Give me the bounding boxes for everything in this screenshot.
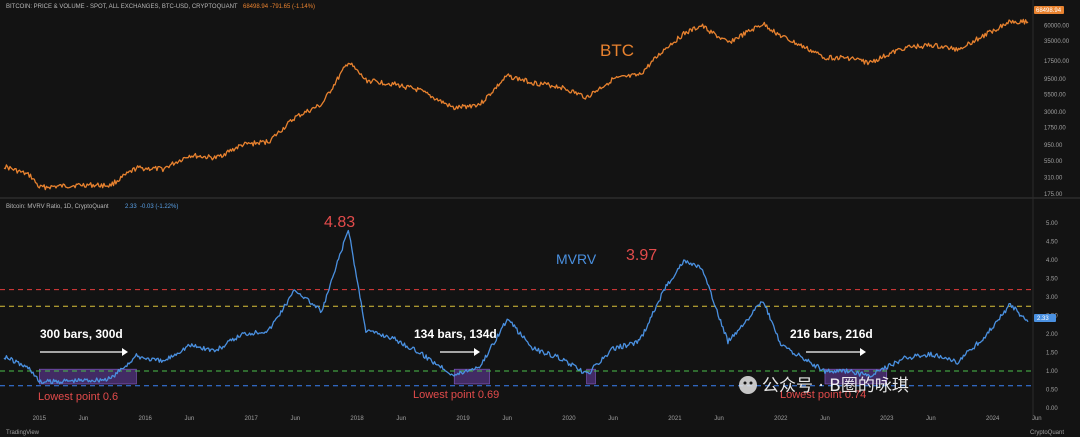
x-tick-label: 2015: [33, 416, 47, 422]
mvrv-header-value: 2.33: [125, 204, 137, 210]
annotation-bars-2022: 216 bars, 216d: [790, 327, 873, 341]
mvrv-tick-label: 0.00: [1046, 406, 1058, 412]
price-last-badge-bg: [1034, 6, 1064, 14]
price-tick-label: 9500.00: [1044, 77, 1066, 83]
x-tick-label: Jun: [185, 416, 195, 422]
price-tick-label: 5500.00: [1044, 93, 1066, 99]
x-tick-label: 2019: [456, 416, 470, 422]
price-tick-label: 17500.00: [1044, 59, 1070, 65]
mvrv-levels: [0, 289, 1033, 387]
price-last-badge: 68498.94: [1036, 8, 1062, 14]
x-tick-label: Jun: [926, 416, 936, 422]
annotation-mvrv-label: MVRV: [556, 251, 597, 267]
watermark-text: 公众号 · B圈的咏琪: [762, 376, 909, 396]
price-tick-label: 1750.00: [1044, 126, 1066, 132]
price-tick-label: 3000.00: [1044, 110, 1066, 116]
arrow-head-2019: [474, 348, 480, 356]
price-axis-ticks: 60000.00 35000.00 17500.00 9500.00 5500.00 30…: [1044, 24, 1070, 198]
price-header-title: BITCOIN: PRICE & VOLUME - SPOT, ALL EXCH…: [6, 4, 238, 10]
arrow-head-2015: [122, 348, 128, 356]
mvrv-header: Bitcoin: MVRV Ratio, 1D, CryptoQuant 2.3…: [6, 204, 178, 210]
annotation-low-2019: Lowest point 0.69: [413, 389, 499, 401]
x-tick-label: Jun: [290, 416, 300, 422]
mvrv-header-change: -0.03 (-1.22%): [140, 204, 178, 210]
mvrv-tick-label: 5.00: [1046, 221, 1058, 227]
mvrv-last-badge: 2.33: [1037, 316, 1049, 322]
price-tick-label: 35000.00: [1044, 39, 1070, 45]
mvrv-ratio-line: [3, 229, 1029, 385]
mvrv-tick-label: 3.00: [1046, 295, 1058, 301]
mvrv-header-title: Bitcoin: MVRV Ratio, 1D, CryptoQuant: [6, 204, 109, 210]
x-tick-label: Jun: [608, 416, 618, 422]
x-tick-label: 2021: [668, 416, 682, 422]
mvrv-last-badge-bg: [1034, 314, 1056, 322]
price-header: BITCOIN: PRICE & VOLUME - SPOT, ALL EXCH…: [6, 4, 315, 10]
x-tick-label: Jun: [820, 416, 830, 422]
price-tick-label: 550.00: [1044, 159, 1063, 165]
x-tick-label: 2016: [139, 416, 153, 422]
x-tick-label: Jun: [79, 416, 89, 422]
mvrv-tick-label: 0.50: [1046, 388, 1058, 394]
x-tick-label: 2022: [774, 416, 788, 422]
capitulation-zone-2: [586, 368, 596, 385]
x-tick-label: 2020: [562, 416, 576, 422]
capitulation-zone-3: [824, 368, 888, 385]
mvrv-tick-label: 1.50: [1046, 351, 1058, 357]
price-tick-label: 310.00: [1044, 176, 1063, 182]
annotation-peak-2021: 3.97: [626, 247, 657, 264]
watermark: 公众号 · B圈的咏琪: [739, 376, 909, 396]
wechat-icon: [739, 376, 757, 394]
mvrv-tick-label: 4.00: [1046, 258, 1058, 264]
price-tick-label: 175.00: [1044, 192, 1063, 198]
mvrv-tick-label: 2.00: [1046, 332, 1058, 338]
x-tick-label: Jun: [1032, 416, 1042, 422]
annotation-btc-label: BTC: [600, 41, 634, 60]
x-tick-label: Jun: [714, 416, 724, 422]
annotation-bars-2015: 300 bars, 300d: [40, 327, 123, 341]
x-tick-label: 2018: [350, 416, 364, 422]
tradingview-logo: TradingView: [6, 430, 40, 436]
x-tick-label: Jun: [502, 416, 512, 422]
x-tick-label: 2024: [986, 416, 1000, 422]
x-tick-label: 2023: [880, 416, 894, 422]
x-tick-label: Jun: [396, 416, 406, 422]
wechat-icon-eye-right: [749, 381, 753, 385]
price-tick-label: 60000.00: [1044, 24, 1070, 30]
annotation-bars-2019: 134 bars, 134d: [414, 327, 497, 341]
time-axis-ticks: 2015 Jun 2016 Jun 2017 Jun 2018 Jun 2019 Jun 2020 J…: [33, 416, 1042, 422]
annotation-low-2015: Lowest point 0.6: [38, 391, 118, 403]
mvrv-tick-label: 1.00: [1046, 369, 1058, 375]
x-tick-label: 2017: [244, 416, 258, 422]
price-header-change: -791.65 (-1.14%): [270, 4, 315, 10]
mvrv-tick-label: 3.50: [1046, 277, 1058, 283]
cryptoquant-logo: CryptoQuant: [1030, 430, 1064, 436]
capitulation-zones: [39, 368, 888, 385]
price-header-value: 68498.94: [243, 4, 269, 10]
annotation-low-2022: Lowest point 0.74: [780, 389, 866, 401]
annotation-peak-2017: 4.83: [324, 214, 355, 231]
price-tick-label: 950.00: [1044, 143, 1063, 149]
wechat-icon-eye-left: [743, 381, 747, 385]
arrow-head-2022: [860, 348, 866, 356]
btc-price-line: [3, 18, 1029, 191]
mvrv-tick-label: 4.50: [1046, 240, 1058, 246]
